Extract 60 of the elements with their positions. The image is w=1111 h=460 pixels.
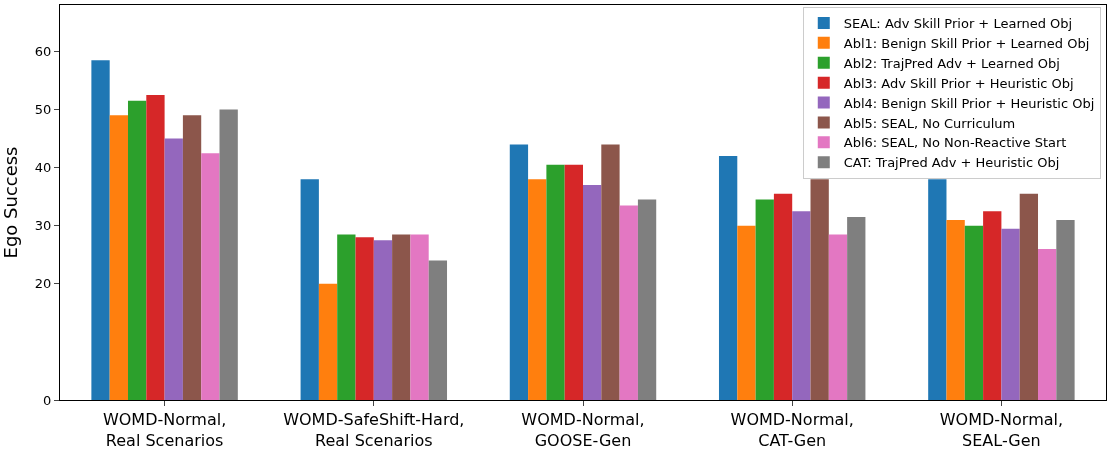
bar [1038,248,1057,400]
x-tick-label: WOMD-Normal, CAT-Gen [730,410,854,450]
y-tick-label: 20 [34,276,52,292]
bar [946,219,965,400]
x-tick-label: WOMD-Normal, SEAL-Gen [939,410,1064,450]
bar [810,179,829,400]
bar [792,211,811,400]
bar [718,156,738,400]
bar [546,164,565,400]
y-tick-label: 30 [34,218,52,234]
legend-label: Abl3: Adv Skill Prior + Heuristic Obj [843,75,1074,91]
legend-label: Abl4: Benign Skill Prior + Heuristic Obj [843,95,1095,111]
legend-label: SEAL: Adv Skill Prior + Learned Obj [843,16,1073,31]
bar [828,234,848,400]
bar [928,179,947,400]
y-tick-label: 50 [34,102,52,118]
bar [428,260,448,400]
bar [410,234,429,400]
bar [201,153,220,400]
bar [737,225,756,400]
y-axis-title: Ego Success [0,146,21,259]
bar [300,179,319,400]
bar [619,205,638,400]
bar [91,60,110,400]
y-tick-label: 0 [43,392,52,408]
bar [392,234,411,400]
bar [146,95,165,400]
y-tick-label: 40 [34,160,52,176]
bar [337,234,356,400]
bar [509,144,529,400]
bar [564,164,583,400]
bar [182,115,202,400]
bar [1056,219,1075,400]
bar [127,100,147,400]
legend-label: CAT: TrajPred Adv + Heuristic Obj [843,155,1060,171]
bar [964,225,984,400]
x-tick-label: WOMD-SafeShift-Hard, Real Scenarios [283,410,465,450]
bar [318,283,338,400]
bar [583,185,602,400]
y-tick-label: 60 [34,44,52,60]
bar [1019,193,1039,400]
x-tick-label: WOMD-Normal, Real Scenarios [102,410,227,450]
legend-label: Abl5: SEAL, No Curriculum [843,115,1016,131]
bar [847,217,866,400]
bar [637,199,657,400]
bar [755,199,774,400]
bar [983,211,1002,400]
x-tick-label: WOMD-Normal, GOOSE-Gen [521,410,645,450]
legend-label: Abl6: SEAL, No Non-Reactive Start [843,135,1067,151]
bar [528,179,547,400]
bar [1001,228,1020,400]
bar [355,237,374,400]
bar [219,109,238,400]
bar [373,240,393,400]
bar [164,138,183,400]
bar [109,115,128,400]
legend-label: Abl1: Benign Skill Prior + Learned Obj [843,35,1090,51]
bar [773,193,793,400]
legend-label: Abl2: TrajPred Adv + Learned Obj [843,55,1060,71]
bar [601,144,620,400]
